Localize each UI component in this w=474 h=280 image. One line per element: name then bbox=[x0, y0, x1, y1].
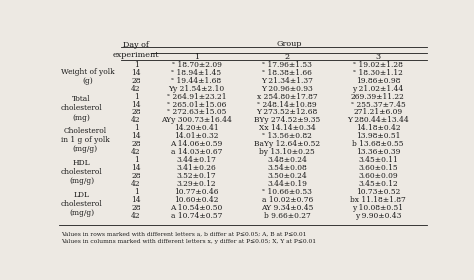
Text: 3.50±0.24: 3.50±0.24 bbox=[267, 172, 307, 180]
Text: 28: 28 bbox=[131, 140, 141, 148]
Text: ˣ 19.02±1.28: ˣ 19.02±1.28 bbox=[353, 61, 403, 69]
Text: 42: 42 bbox=[131, 85, 141, 93]
Text: Day of
experiment: Day of experiment bbox=[113, 41, 159, 59]
Text: ˣ 265.01±15.06: ˣ 265.01±15.06 bbox=[167, 101, 226, 109]
Text: ˣ 10.66±0.53: ˣ 10.66±0.53 bbox=[262, 188, 312, 196]
Text: 14: 14 bbox=[131, 69, 141, 77]
Text: x 254.80±17.87: x 254.80±17.87 bbox=[257, 93, 318, 101]
Text: Y 280.44±13.44: Y 280.44±13.44 bbox=[347, 116, 409, 124]
Text: 1: 1 bbox=[134, 188, 138, 196]
Text: ˣ 19.44±1.68: ˣ 19.44±1.68 bbox=[172, 77, 221, 85]
Text: ˣ 13.56±0.82: ˣ 13.56±0.82 bbox=[262, 132, 312, 140]
Text: 13.98±0.51: 13.98±0.51 bbox=[356, 132, 400, 140]
Text: ˣ 17.96±1.53: ˣ 17.96±1.53 bbox=[262, 61, 312, 69]
Text: 10.77±0.46: 10.77±0.46 bbox=[174, 188, 219, 196]
Text: by 13.10±0.25: by 13.10±0.25 bbox=[259, 148, 315, 156]
Text: ˣ 255.37±7.45: ˣ 255.37±7.45 bbox=[351, 101, 405, 109]
Text: ˣ 18.94±1.45: ˣ 18.94±1.45 bbox=[172, 69, 221, 77]
Text: Group: Group bbox=[276, 40, 301, 48]
Text: 14.01±0.32: 14.01±0.32 bbox=[174, 132, 219, 140]
Text: 1: 1 bbox=[134, 93, 138, 101]
Text: Y 20.96±0.93: Y 20.96±0.93 bbox=[261, 85, 313, 93]
Text: Total
cholesterol
(mg): Total cholesterol (mg) bbox=[61, 95, 102, 122]
Text: 3.60±0.15: 3.60±0.15 bbox=[358, 164, 398, 172]
Text: ˣ 272.63±15.05: ˣ 272.63±15.05 bbox=[167, 108, 226, 116]
Text: 14: 14 bbox=[131, 164, 141, 172]
Text: 3.29±0.12: 3.29±0.12 bbox=[177, 180, 216, 188]
Text: Cholesterol
in 1 g of yolk
(mg/g): Cholesterol in 1 g of yolk (mg/g) bbox=[61, 127, 109, 153]
Text: BaYy 12.64±0.52: BaYy 12.64±0.52 bbox=[254, 140, 320, 148]
Text: ˣ 18.70±2.09: ˣ 18.70±2.09 bbox=[172, 61, 221, 69]
Text: 269.39±11.22: 269.39±11.22 bbox=[351, 93, 405, 101]
Text: Yy 21.54±2.10: Yy 21.54±2.10 bbox=[168, 85, 225, 93]
Text: 1: 1 bbox=[194, 53, 199, 61]
Text: 14.20±0.41: 14.20±0.41 bbox=[174, 124, 219, 132]
Text: BYy 274.52±9.35: BYy 274.52±9.35 bbox=[254, 116, 320, 124]
Text: 42: 42 bbox=[131, 180, 141, 188]
Text: 1: 1 bbox=[134, 61, 138, 69]
Text: 3.48±0.24: 3.48±0.24 bbox=[267, 156, 307, 164]
Text: 19.86±0.98: 19.86±0.98 bbox=[356, 77, 400, 85]
Text: 3.52±0.17: 3.52±0.17 bbox=[177, 172, 216, 180]
Text: a 14.03±0.67: a 14.03±0.67 bbox=[171, 148, 222, 156]
Text: b 9.66±0.27: b 9.66±0.27 bbox=[264, 212, 310, 220]
Text: HDL
cholesterol
(mg/g): HDL cholesterol (mg/g) bbox=[61, 159, 102, 185]
Text: AY 9.34±0.45: AY 9.34±0.45 bbox=[261, 204, 313, 212]
Text: ˣ 248.14±10.89: ˣ 248.14±10.89 bbox=[257, 101, 317, 109]
Text: LDL
cholesterol
(mg/g): LDL cholesterol (mg/g) bbox=[61, 190, 102, 217]
Text: Y 21.34±1.37: Y 21.34±1.37 bbox=[261, 77, 313, 85]
Text: ˣ 18.30±1.12: ˣ 18.30±1.12 bbox=[353, 69, 403, 77]
Text: 3.45±0.11: 3.45±0.11 bbox=[358, 156, 398, 164]
Text: Weight of yolk
(g): Weight of yolk (g) bbox=[61, 68, 114, 85]
Text: 271.21±6.09: 271.21±6.09 bbox=[353, 108, 402, 116]
Text: A 14.06±0.59: A 14.06±0.59 bbox=[170, 140, 223, 148]
Text: y 9.90±0.43: y 9.90±0.43 bbox=[355, 212, 401, 220]
Text: 28: 28 bbox=[131, 172, 141, 180]
Text: 1: 1 bbox=[134, 124, 138, 132]
Text: AYy 300.73±16.44: AYy 300.73±16.44 bbox=[161, 116, 232, 124]
Text: ˣ 264.91±23.21: ˣ 264.91±23.21 bbox=[167, 93, 226, 101]
Text: Values in columns marked with different letters x, y differ at P≤0.05; X, Y at P: Values in columns marked with different … bbox=[61, 239, 316, 244]
Text: 3.60±0.09: 3.60±0.09 bbox=[358, 172, 398, 180]
Text: Values in rows marked with different letters a, b differ at P≤0.05; A, B at P≤0.: Values in rows marked with different let… bbox=[61, 232, 306, 237]
Text: A 10.54±0.50: A 10.54±0.50 bbox=[170, 204, 223, 212]
Text: 2: 2 bbox=[284, 53, 290, 61]
Text: ˣ 18.38±1.66: ˣ 18.38±1.66 bbox=[262, 69, 312, 77]
Text: 3.44±0.17: 3.44±0.17 bbox=[176, 156, 217, 164]
Text: 10.60±0.42: 10.60±0.42 bbox=[174, 196, 219, 204]
Text: 1: 1 bbox=[134, 156, 138, 164]
Text: 13.36±0.39: 13.36±0.39 bbox=[356, 148, 400, 156]
Text: 14: 14 bbox=[131, 101, 141, 109]
Text: 10.73±0.52: 10.73±0.52 bbox=[356, 188, 400, 196]
Text: 3.54±0.08: 3.54±0.08 bbox=[267, 164, 307, 172]
Text: bx 11.18±1.87: bx 11.18±1.87 bbox=[350, 196, 406, 204]
Text: 3.45±0.12: 3.45±0.12 bbox=[358, 180, 398, 188]
Text: y 21.02±1.44: y 21.02±1.44 bbox=[352, 85, 403, 93]
Text: y 10.08±0.51: y 10.08±0.51 bbox=[353, 204, 403, 212]
Text: 28: 28 bbox=[131, 108, 141, 116]
Text: Xx 14.14±0.34: Xx 14.14±0.34 bbox=[259, 124, 316, 132]
Text: 3.41±0.26: 3.41±0.26 bbox=[177, 164, 216, 172]
Text: a 10.02±0.76: a 10.02±0.76 bbox=[262, 196, 313, 204]
Text: b 13.68±0.55: b 13.68±0.55 bbox=[352, 140, 404, 148]
Text: a 10.74±0.57: a 10.74±0.57 bbox=[171, 212, 222, 220]
Text: 3: 3 bbox=[375, 53, 381, 61]
Text: 28: 28 bbox=[131, 77, 141, 85]
Text: Y 273.52±12.68: Y 273.52±12.68 bbox=[256, 108, 318, 116]
Text: 14: 14 bbox=[131, 132, 141, 140]
Text: 42: 42 bbox=[131, 116, 141, 124]
Text: 42: 42 bbox=[131, 212, 141, 220]
Text: 14: 14 bbox=[131, 196, 141, 204]
Text: 28: 28 bbox=[131, 204, 141, 212]
Text: 3.44±0.19: 3.44±0.19 bbox=[267, 180, 307, 188]
Text: 42: 42 bbox=[131, 148, 141, 156]
Text: 14.18±0.42: 14.18±0.42 bbox=[356, 124, 400, 132]
